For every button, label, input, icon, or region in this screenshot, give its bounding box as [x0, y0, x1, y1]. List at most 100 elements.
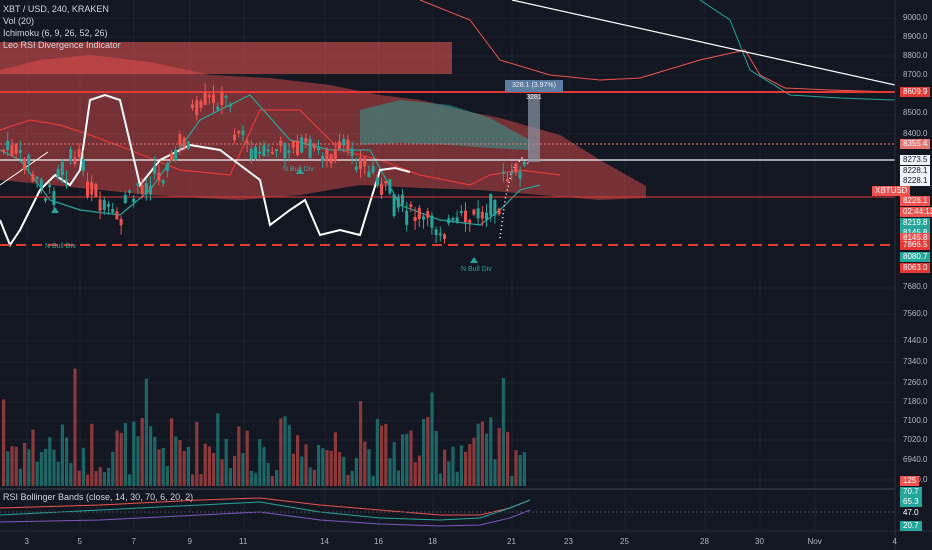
candle-body	[245, 140, 249, 143]
ichimoku-cloud-bearish	[0, 55, 646, 200]
volume-bar	[48, 437, 52, 486]
volume-bar	[128, 474, 132, 486]
volume-bar	[86, 474, 90, 486]
volume-bar	[212, 453, 216, 486]
candle-body	[195, 100, 199, 116]
candle-body	[254, 146, 257, 159]
candle-body	[123, 194, 127, 204]
candle-body	[132, 198, 136, 203]
candle-body	[144, 183, 148, 194]
candle-body	[275, 149, 278, 152]
candle-body	[69, 149, 73, 162]
candle-body	[90, 182, 94, 195]
kijun-sen	[0, 109, 561, 186]
candle-body	[493, 199, 497, 216]
volume-bar	[153, 436, 157, 486]
volume-bar	[308, 467, 312, 486]
price-axis-tick: 7340.0	[903, 357, 928, 366]
volume-bar	[241, 452, 245, 486]
rsi-value-tag: 20.7	[900, 521, 922, 531]
symbol-label[interactable]: XBT / USD, 240, KRAKEN	[3, 4, 109, 14]
volume-bar	[296, 435, 300, 486]
volume-bar	[304, 444, 308, 486]
volume-indicator-label[interactable]: Vol (20)	[3, 16, 35, 26]
candle-body	[44, 198, 47, 201]
price-axis-tick: 8700.0	[903, 70, 928, 79]
candle-body	[405, 210, 409, 225]
candle-body	[401, 194, 404, 205]
volume-bar	[31, 429, 35, 486]
bull-div-marker-3	[470, 257, 478, 263]
volume-bar	[44, 448, 48, 486]
candle-body	[228, 104, 232, 107]
volume-bar	[312, 469, 316, 486]
candle-body	[438, 233, 442, 236]
volume-bar	[506, 432, 510, 486]
volume-bar	[350, 470, 354, 486]
candle-body	[489, 194, 493, 216]
rsi-pane-title[interactable]: RSI Bollinger Bands (close, 14, 30, 70, …	[3, 492, 194, 502]
measure-range[interactable]	[528, 94, 540, 162]
volume-bar	[464, 451, 468, 486]
volume-bar	[69, 463, 73, 486]
divergence-indicator-label[interactable]: Leo RSI Divergence Indicator	[3, 40, 121, 50]
volume-bar	[409, 430, 413, 486]
candle-body	[199, 101, 203, 108]
candle-body	[396, 196, 400, 208]
candle-body	[165, 163, 169, 171]
candle-body	[48, 185, 52, 188]
volume-bar	[300, 456, 304, 486]
candle-body	[81, 159, 85, 171]
time-axis-tick: 14	[320, 537, 329, 546]
volume-bar	[14, 446, 18, 486]
price-axis-tick: 7560.0	[903, 309, 928, 318]
price-tag: 125	[900, 476, 920, 486]
volume-bar	[174, 436, 178, 486]
price-axis-tick: 7100.0	[903, 416, 928, 425]
volume-bar	[489, 417, 493, 486]
candle-body	[312, 144, 316, 149]
price-tag: 8219.8	[900, 218, 931, 228]
candle-body	[94, 184, 98, 198]
candle-body	[384, 181, 388, 184]
volume-bar	[2, 399, 6, 486]
volume-bar	[195, 421, 199, 486]
volume-bar	[438, 473, 442, 486]
resistance-zone[interactable]	[0, 42, 452, 74]
bull-div-label-1: N Bull Div	[45, 243, 76, 250]
volume-bar	[476, 423, 480, 486]
price-tag: 8609.9	[900, 87, 931, 97]
candle-body	[6, 140, 10, 151]
candle-body	[388, 179, 392, 194]
candle-body	[455, 217, 459, 223]
volume-bar	[443, 449, 447, 486]
candle-body	[518, 171, 522, 179]
candle-body	[413, 216, 417, 221]
candle-body	[39, 179, 43, 189]
volume-bar	[518, 454, 522, 486]
volume-bar	[203, 443, 207, 486]
ichimoku-indicator-label[interactable]: Ichimoku (6, 9, 26, 52, 26)	[3, 28, 108, 38]
volume-bar	[333, 432, 337, 486]
time-axis-tick: 21	[507, 537, 516, 546]
candle-body	[363, 157, 367, 167]
trend-line[interactable]	[511, 0, 896, 86]
volume-bar	[186, 446, 190, 486]
price-tag: 7866.5	[900, 240, 931, 250]
candle-body	[409, 204, 413, 207]
volume-bar	[123, 423, 127, 486]
volume-bar	[119, 432, 123, 486]
candle-body	[128, 190, 131, 193]
candle-body	[443, 234, 446, 239]
volume-bar	[136, 436, 140, 486]
volume-bar	[18, 468, 22, 486]
volume-bar	[216, 413, 220, 486]
volume-bar	[90, 423, 94, 486]
volume-bar	[23, 442, 27, 486]
rsi-upper-band	[0, 497, 531, 516]
volume-bar	[291, 453, 295, 486]
volume-bar	[6, 451, 10, 486]
candle-body	[115, 211, 119, 220]
candle-body	[375, 177, 379, 186]
